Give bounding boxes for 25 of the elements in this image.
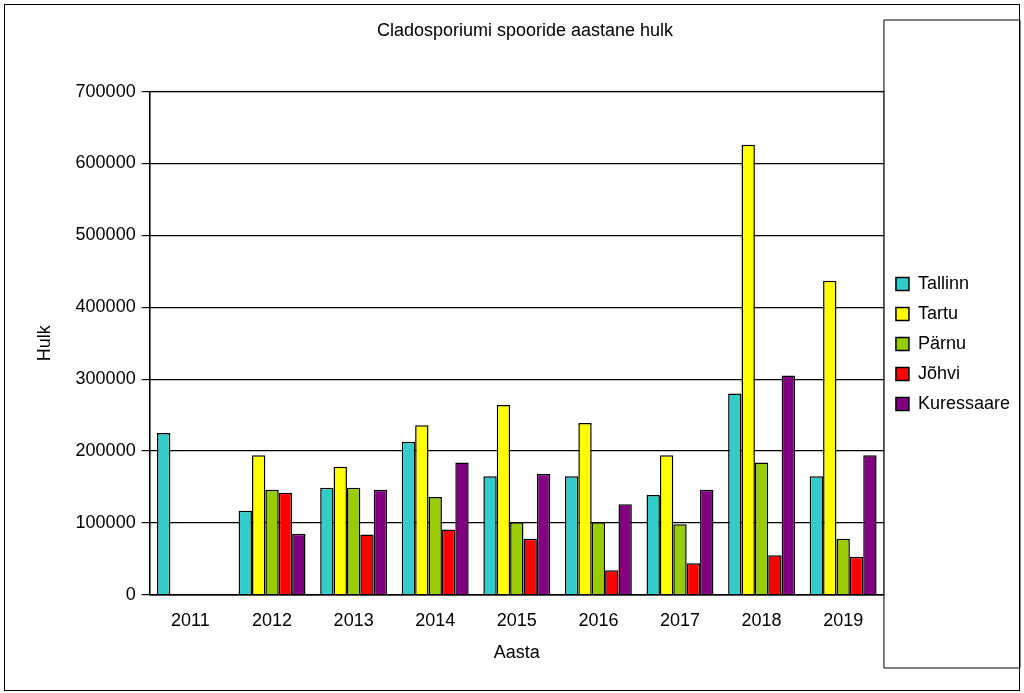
x-tick-label: 2017 [659, 609, 701, 630]
chart-title: Cladosporiumi spooride aastane hulk [376, 19, 675, 40]
x-tick-label: 2015 [496, 609, 537, 630]
y-tick-label: 200000 [75, 440, 136, 460]
x-tick-label: 2011 [171, 609, 210, 630]
x-tick-label: 2014 [415, 609, 456, 630]
legend-label: Tartu [917, 302, 958, 323]
legend-label: Pärnu [917, 332, 966, 353]
x-axis-title: Aasta [493, 642, 541, 663]
legend-label: Kuressaare [917, 392, 1011, 413]
legend-label: Tallinn [917, 272, 969, 293]
y-tick-label: 0 [125, 583, 136, 604]
y-tick-label: 500000 [75, 224, 136, 245]
y-tick-label: 700000 [75, 80, 136, 101]
y-tick-label: 600000 [75, 152, 136, 173]
x-tick-label: 2018 [741, 609, 782, 630]
y-tick-label: 400000 [75, 296, 136, 317]
y-tick-label: 300000 [75, 368, 136, 389]
y-axis-title: Hulk [33, 324, 54, 362]
x-tick-label: 2016 [578, 609, 619, 630]
legend-label: Jõhvi [917, 362, 960, 383]
x-tick-label: 2013 [333, 609, 374, 630]
x-tick-label: 2019 [823, 609, 864, 630]
x-tick-label: 2012 [252, 609, 293, 630]
y-tick-label: 100000 [75, 511, 136, 532]
